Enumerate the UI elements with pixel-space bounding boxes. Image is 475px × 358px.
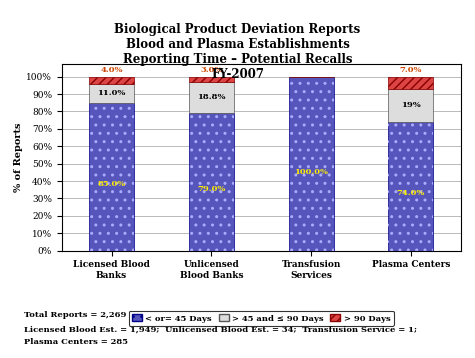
Bar (289, 77, 333, 251)
Bar (89, 103, 134, 251)
Bar (189, 77, 234, 82)
Text: 18.8%: 18.8% (197, 93, 226, 102)
Text: Total Reports = 2,269: Total Reports = 2,269 (24, 311, 126, 319)
Text: 74.0%: 74.0% (397, 189, 425, 197)
Text: 11.0%: 11.0% (97, 89, 126, 97)
Text: 3.0%: 3.0% (200, 66, 223, 74)
Y-axis label: % of Reports: % of Reports (14, 123, 23, 192)
Text: 4.0%: 4.0% (100, 66, 123, 74)
Bar (189, 113, 234, 251)
Bar (389, 89, 433, 122)
Text: 19%: 19% (401, 101, 421, 109)
Text: Biological Product Deviation Reports
Blood and Plasma Establishments
Reporting T: Biological Product Deviation Reports Blo… (114, 23, 361, 81)
Bar (89, 103, 134, 251)
Bar (89, 83, 134, 103)
Text: 7.0%: 7.0% (399, 66, 422, 74)
Text: Licensed Blood Est. = 1,949;  Unlicensed Blood Est. = 34;  Transfusion Service =: Licensed Blood Est. = 1,949; Unlicensed … (24, 325, 417, 333)
Bar (89, 77, 134, 83)
Text: 100.0%: 100.0% (294, 168, 328, 176)
Bar (189, 82, 234, 113)
Bar (189, 113, 234, 251)
Legend: < or= 45 Days, > 45 and ≤ 90 Days, > 90 Days: < or= 45 Days, > 45 and ≤ 90 Days, > 90 … (129, 311, 394, 326)
Text: 85.0%: 85.0% (97, 180, 126, 188)
Bar (289, 77, 333, 251)
Bar (389, 122, 433, 251)
Text: 79.0%: 79.0% (197, 185, 226, 193)
Text: Plasma Centers = 285: Plasma Centers = 285 (24, 338, 128, 346)
Bar (389, 122, 433, 251)
Bar (389, 77, 433, 89)
